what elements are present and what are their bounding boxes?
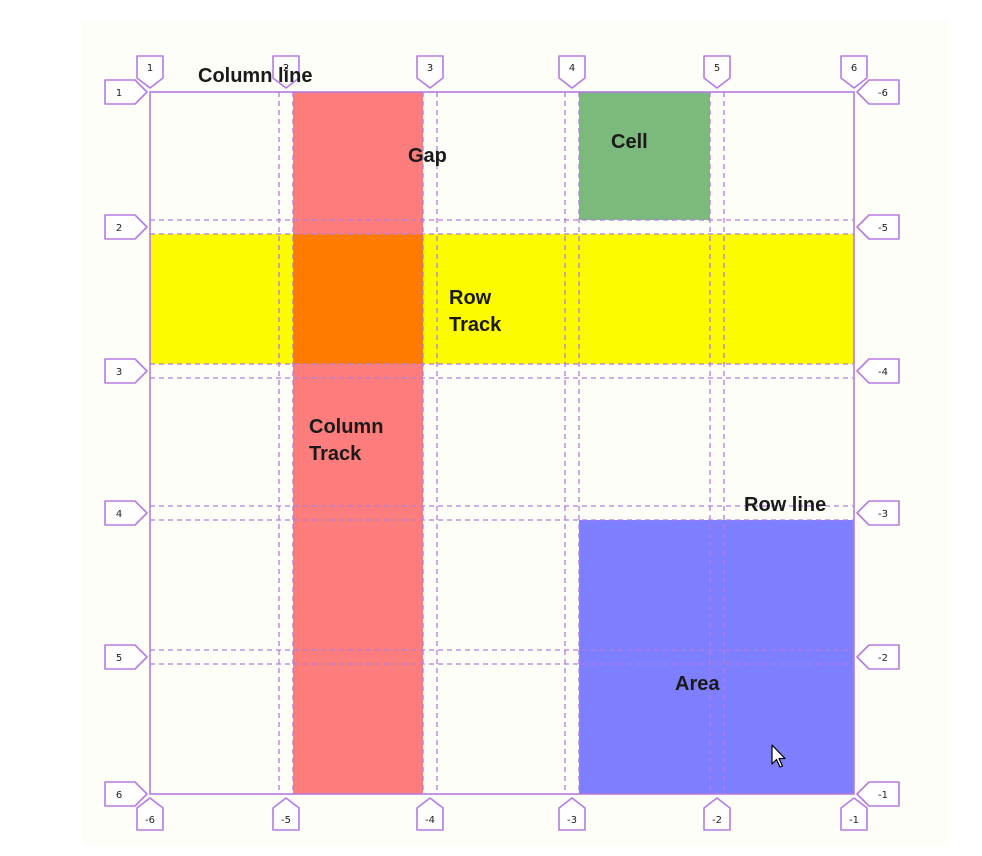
top-column-marker: 3 — [416, 55, 444, 89]
column-track-label-line1: Column — [309, 416, 383, 438]
row-track-region — [150, 234, 854, 364]
right-row-marker-text: -6 — [878, 88, 888, 99]
left-row-marker: 1 — [104, 79, 148, 105]
right-row-marker: -1 — [856, 781, 900, 807]
track-intersection-region — [293, 234, 423, 364]
column-track-label-line2: Track — [309, 443, 362, 465]
left-row-marker: 4 — [104, 500, 148, 526]
column-line-label: Column line — [198, 65, 312, 87]
line-markers: 1 2 3 4 5 6 -6 -5 -4 -3 -2 -1 1 2 3 4 5 6 -6 -5 -4 -3 -2 -1 — [104, 55, 900, 831]
area-label: Area — [675, 673, 720, 695]
top-column-marker: 2 — [272, 55, 300, 89]
right-row-marker: -2 — [856, 644, 900, 670]
right-row-marker: -5 — [856, 214, 900, 240]
right-row-marker: -3 — [856, 500, 900, 526]
right-row-marker-text: -1 — [878, 790, 888, 801]
grid-lines — [149, 91, 855, 795]
right-row-marker-text: -5 — [878, 223, 888, 234]
left-row-marker: 6 — [104, 781, 148, 807]
right-row-marker: -6 — [856, 79, 900, 105]
right-row-marker-text: -3 — [878, 509, 888, 520]
bottom-column-marker-text: -4 — [425, 815, 435, 826]
bottom-column-marker: -3 — [558, 797, 586, 831]
left-row-marker: 5 — [104, 644, 148, 670]
row-track-label-line1: Row — [449, 287, 492, 309]
top-column-marker-text: 1 — [147, 63, 153, 74]
mouse-pointer-icon — [771, 744, 786, 768]
area-region — [579, 520, 854, 794]
top-column-marker-text: 2 — [283, 63, 289, 74]
top-column-marker: 4 — [558, 55, 586, 89]
bottom-column-marker: -4 — [416, 797, 444, 831]
top-column-marker-text: 3 — [427, 63, 433, 74]
bottom-column-marker-text: -2 — [712, 815, 722, 826]
left-row-marker-text: 5 — [116, 653, 122, 664]
cell-label: Cell — [611, 131, 648, 153]
bottom-column-marker-text: -5 — [281, 815, 291, 826]
right-row-marker-text: -2 — [878, 653, 888, 664]
right-row-marker-text: -4 — [878, 367, 888, 378]
left-row-marker-text: 4 — [116, 509, 122, 520]
gap-label: Gap — [408, 145, 447, 167]
bottom-column-marker: -6 — [136, 797, 164, 831]
bottom-column-marker-text: -1 — [849, 815, 859, 826]
left-row-marker-text: 6 — [116, 790, 122, 801]
row-line-label: Row line — [744, 494, 826, 516]
top-column-marker: 5 — [703, 55, 731, 89]
bottom-column-marker-text: -6 — [145, 815, 155, 826]
cell-region — [579, 92, 710, 220]
top-column-marker-text: 5 — [714, 63, 720, 74]
top-column-marker-text: 4 — [569, 63, 575, 74]
left-row-marker-text: 3 — [116, 367, 122, 378]
bottom-column-marker-text: -3 — [567, 815, 577, 826]
left-row-marker: 3 — [104, 358, 148, 384]
column-track-region — [293, 92, 423, 794]
bottom-column-marker: -2 — [703, 797, 731, 831]
bottom-column-marker: -1 — [840, 797, 868, 831]
bottom-column-marker: -5 — [272, 797, 300, 831]
left-row-marker-text: 1 — [116, 88, 122, 99]
right-row-marker: -4 — [856, 358, 900, 384]
grid-border — [149, 91, 855, 795]
left-row-marker: 2 — [104, 214, 148, 240]
left-row-marker-text: 2 — [116, 223, 122, 234]
top-column-marker: 1 — [136, 55, 164, 89]
row-track-label-line2: Track — [449, 314, 502, 336]
top-column-marker-text: 6 — [851, 63, 857, 74]
top-column-marker: 6 — [840, 55, 868, 89]
